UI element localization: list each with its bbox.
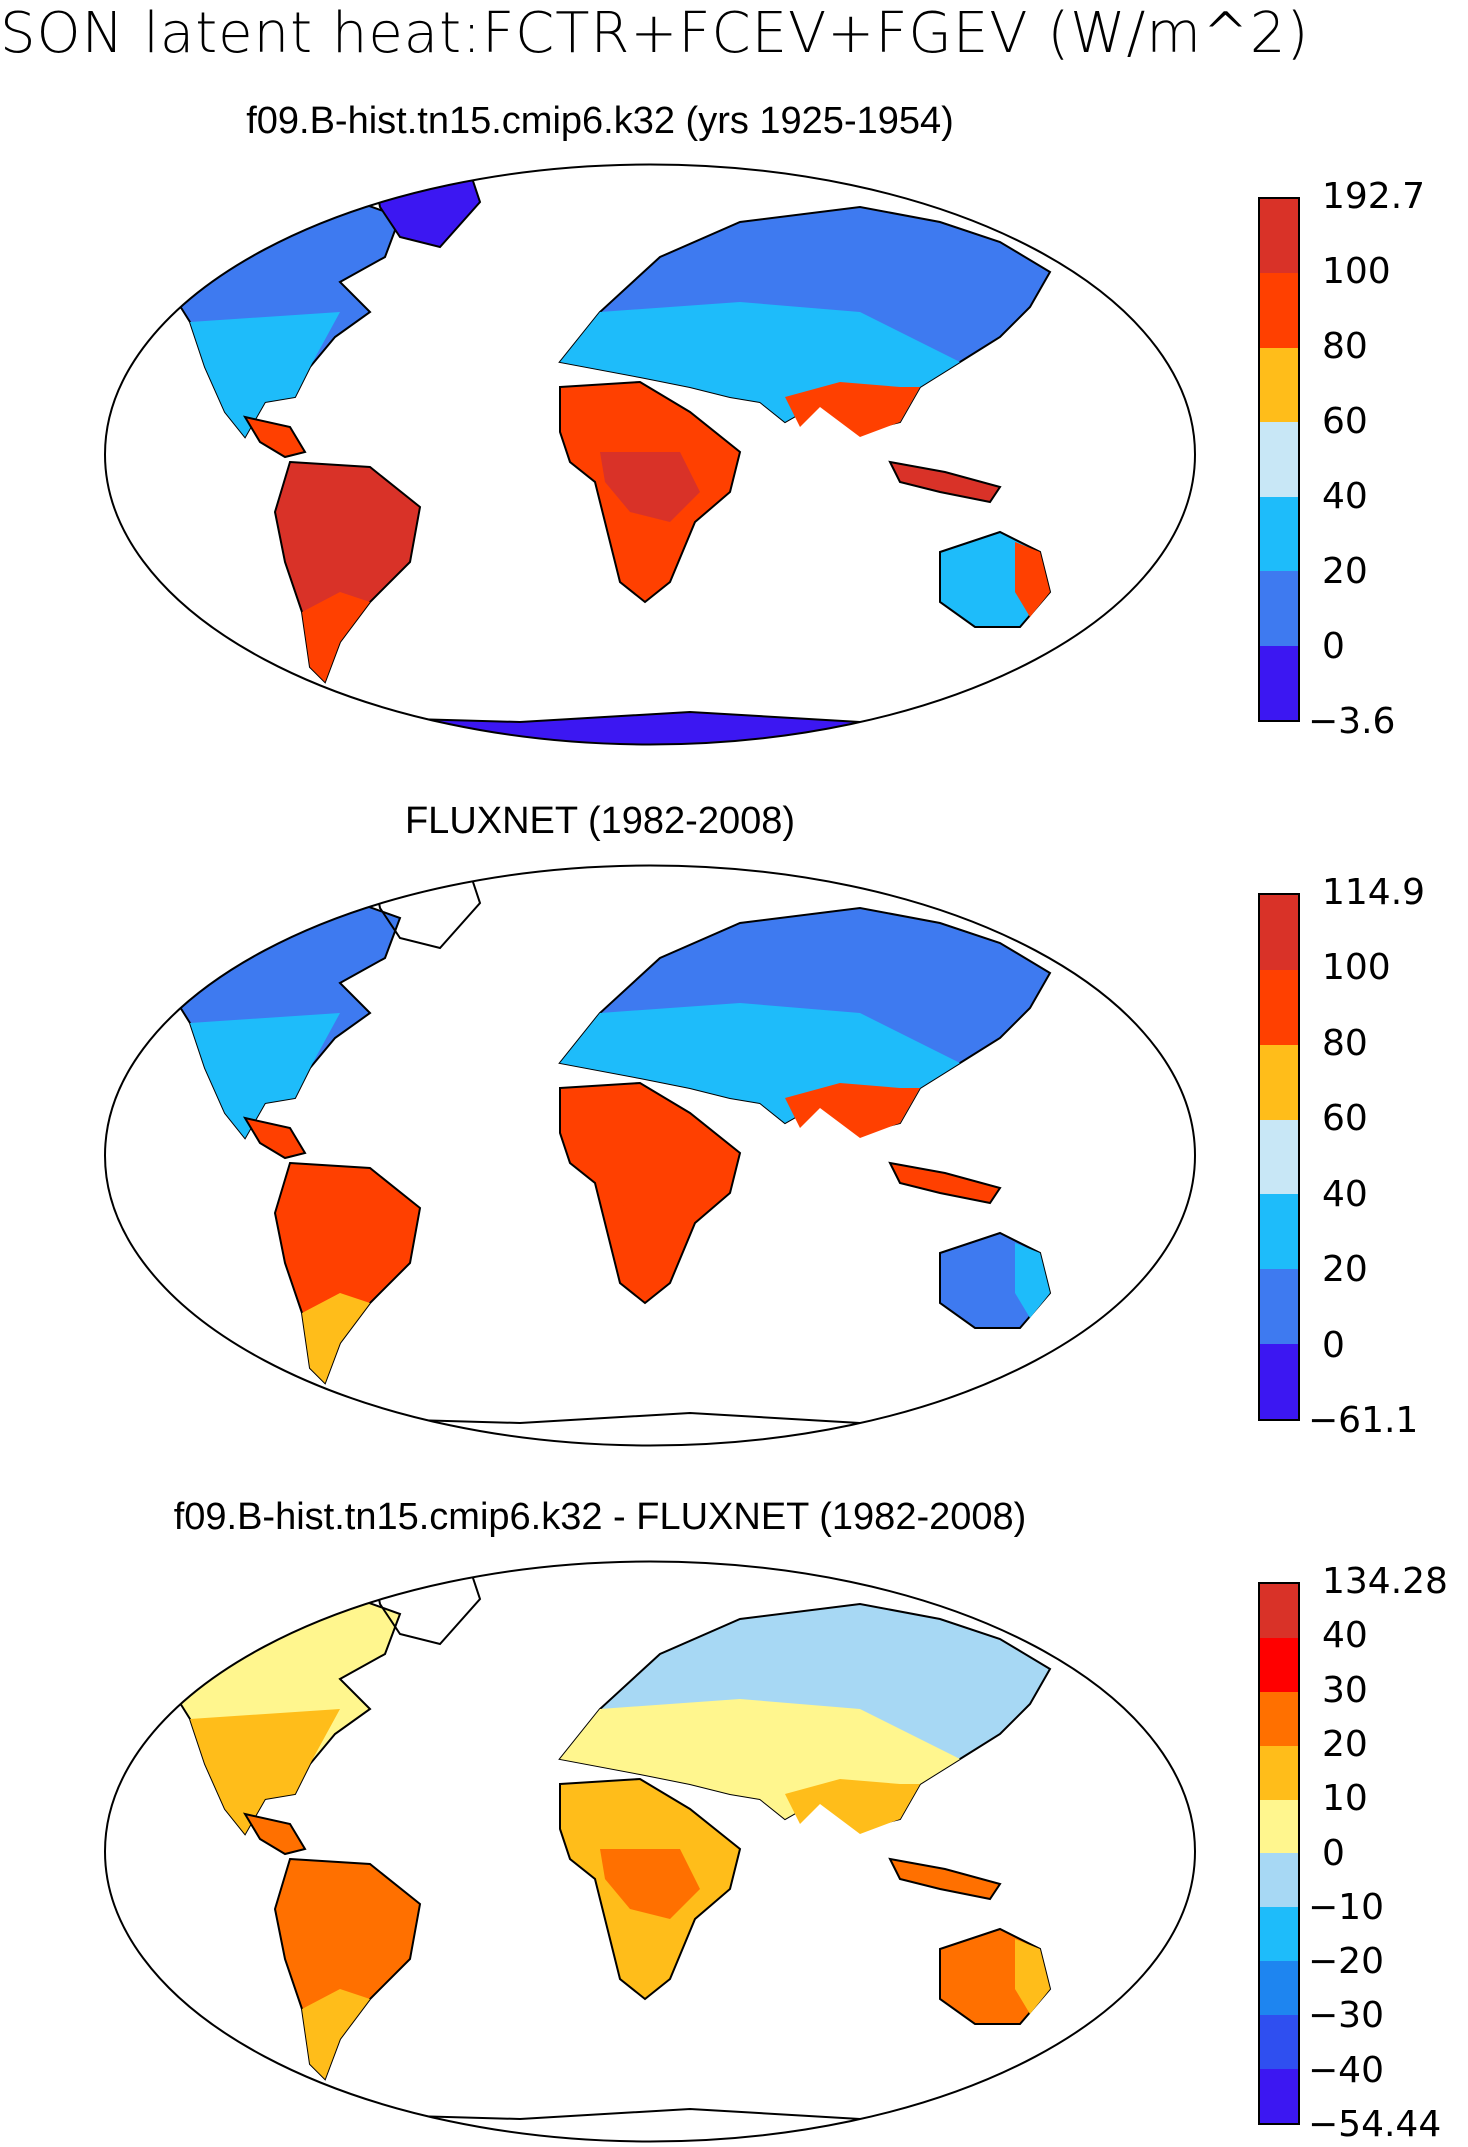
colorbar-tick-label: 100 [1322,947,1391,989]
south-america-south [302,592,370,682]
north-america [153,891,402,1140]
colorbar-tick-label: 10 [1322,1778,1368,1820]
colorbar-tick-label: 40 [1322,1173,1368,1215]
colorbar-swatch [1260,1637,1298,1692]
central-america [242,1116,307,1160]
africa-central [600,452,700,522]
north-america [153,1587,402,1836]
map-frame [104,864,1196,1447]
colorbar-tick-label: 20 [1322,551,1368,592]
colorbar-swatch [1260,571,1298,646]
colorbar-tick-label: −40 [1308,2049,1384,2091]
colorbar-tick-label: 60 [1322,401,1368,442]
colorbar-tick-label: −3.6 [1308,701,1396,742]
colorbar-tick-label: 30 [1322,1669,1368,1711]
colorbar-swatch [1260,1853,1298,1908]
colorbar-swatch [1260,422,1298,497]
colorbar-tick-label: 60 [1322,1098,1368,1140]
panel-3-map [104,1560,1196,2143]
antarctica [159,710,1081,745]
australia-east [1015,1243,1050,1318]
colorbar-swatch [1260,273,1298,348]
colorbar-swatch [1260,1745,1298,1800]
colorbar-tick-label: 20 [1322,1249,1368,1291]
colorbar-tick-label: 20 [1322,1723,1368,1765]
colorbar-tick-label: 114.9 [1322,872,1426,913]
panel-2-colorbar [1258,893,1300,1421]
central-america [242,415,307,459]
colorbar-swatch [1260,347,1298,423]
colorbar-tick-label: −10 [1308,1886,1384,1928]
colorbar-tick-label: 134.28 [1322,1561,1448,1602]
land-layer [153,1567,1081,2142]
north-america-south [190,1709,340,1834]
colorbar-swatch [1260,645,1298,720]
colorbar-tick-label: −54.44 [1308,2104,1442,2145]
antarctica [159,1411,1081,1446]
colorbar-swatch [1260,199,1298,274]
colorbar-tick-label: 80 [1322,326,1368,367]
south-america [273,1161,422,1385]
land-layer [153,871,1081,1446]
colorbar-tick-label: −20 [1308,1941,1384,1983]
panel-3-colorbar [1258,1582,1300,2125]
colorbar-tick-label: 192.7 [1322,176,1426,217]
colorbar-swatch [1260,969,1298,1045]
colorbar-swatch [1260,2015,1298,2070]
south-asia [785,382,920,437]
australia-east [1015,1939,1050,2014]
colorbar-swatch [1260,2069,1298,2123]
colorbar-tick-label: 80 [1322,1022,1368,1064]
maritime-continent [888,1161,1002,1205]
colorbar-swatch [1260,1344,1298,1419]
land-layer [153,170,1081,745]
south-asia [785,1779,920,1834]
colorbar-swatch [1260,1269,1298,1345]
north-america-south [190,312,340,437]
colorbar-swatch [1260,496,1298,572]
colorbar-swatch [1260,1961,1298,2016]
panel-2-map [104,864,1196,1447]
colorbar-tick-label: 0 [1322,1324,1345,1366]
colorbar-tick-label: 0 [1322,1832,1345,1874]
south-america-south [302,1989,370,2079]
colorbar-swatch [1260,1799,1298,1854]
south-asia [785,1083,920,1138]
colorbar-swatch [1260,1119,1298,1195]
colorbar-tick-label: 40 [1322,1615,1368,1657]
north-america-south [190,1013,340,1138]
panel-3-title: f09.B-hist.tn15.cmip6.k32 - FLUXNET (198… [173,1496,1027,1538]
figure-title: SON latent heat:FCTR+FCEV+FGEV (W/m^2) [0,1,1310,66]
colorbar-tick-label: −61.1 [1308,1400,1419,1441]
map-frame [104,163,1196,746]
colorbar-swatch [1260,1691,1298,1746]
africa-central [600,1849,700,1919]
colorbar-tick-label: 40 [1322,476,1368,517]
panel-1-map [104,163,1196,746]
colorbar-swatch [1260,1907,1298,1962]
colorbar-swatch [1260,1194,1298,1270]
north-america [153,190,402,439]
panel-1-title: f09.B-hist.tn15.cmip6.k32 (yrs 1925-1954… [246,100,954,142]
colorbar-tick-label: 0 [1322,626,1345,667]
colorbar-swatch [1260,1044,1298,1120]
map-frame [104,1560,1196,2143]
maritime-continent [888,1857,1002,1901]
panel-2-title: FLUXNET (1982-2008) [404,800,796,842]
south-america [273,460,422,684]
colorbar-swatch [1260,1584,1298,1638]
colorbar-tick-label: −30 [1308,1995,1384,2037]
panel-1-colorbar [1258,197,1300,722]
central-america [242,1812,307,1856]
antarctica [159,2107,1081,2142]
colorbar-swatch [1260,895,1298,970]
south-america [273,1857,422,2081]
south-america-south [302,1293,370,1383]
australia-east [1015,542,1050,617]
maritime-continent [888,460,1002,504]
africa-central [600,1153,700,1223]
colorbar-tick-label: 100 [1322,251,1391,292]
